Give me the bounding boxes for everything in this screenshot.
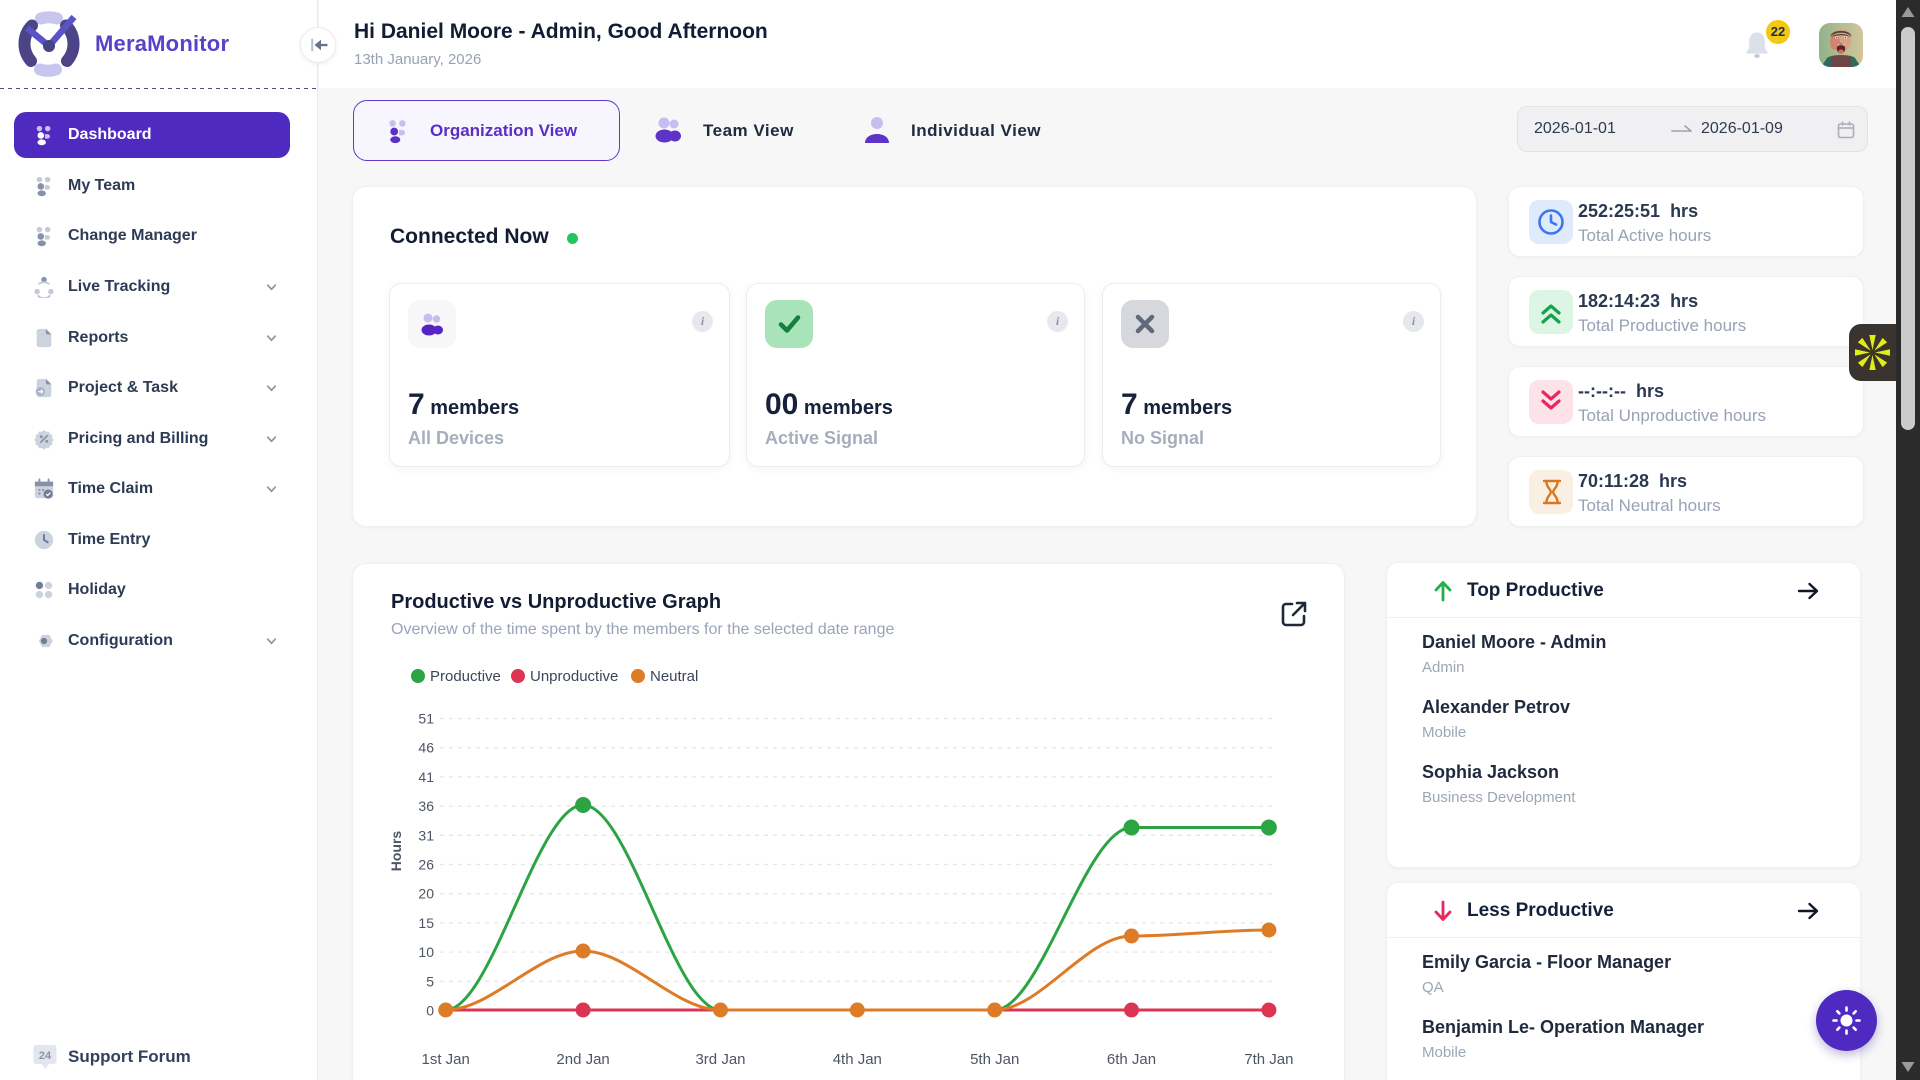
svg-text:3rd Jan: 3rd Jan (695, 1051, 745, 1068)
svg-text:5: 5 (426, 973, 434, 989)
svg-text:0: 0 (426, 1003, 434, 1019)
svg-text:24: 24 (39, 1050, 52, 1062)
svg-text:15: 15 (418, 915, 434, 931)
svg-text:6th Jan: 6th Jan (1107, 1051, 1156, 1068)
svg-text:26: 26 (418, 857, 434, 873)
svg-text:5th Jan: 5th Jan (970, 1051, 1019, 1068)
svg-text:51: 51 (418, 711, 434, 727)
svg-text:31: 31 (418, 827, 434, 843)
svg-text:2nd Jan: 2nd Jan (556, 1051, 609, 1068)
svg-text:36: 36 (418, 798, 434, 814)
svg-text:Hours: Hours (388, 831, 404, 872)
svg-text:10: 10 (418, 944, 434, 960)
svg-text:41: 41 (418, 769, 434, 785)
svg-text:1st Jan: 1st Jan (422, 1051, 470, 1068)
svg-text:4th Jan: 4th Jan (833, 1051, 882, 1068)
svg-text:20: 20 (418, 886, 434, 902)
svg-text:46: 46 (418, 740, 434, 756)
svg-text:7th Jan: 7th Jan (1244, 1051, 1293, 1068)
